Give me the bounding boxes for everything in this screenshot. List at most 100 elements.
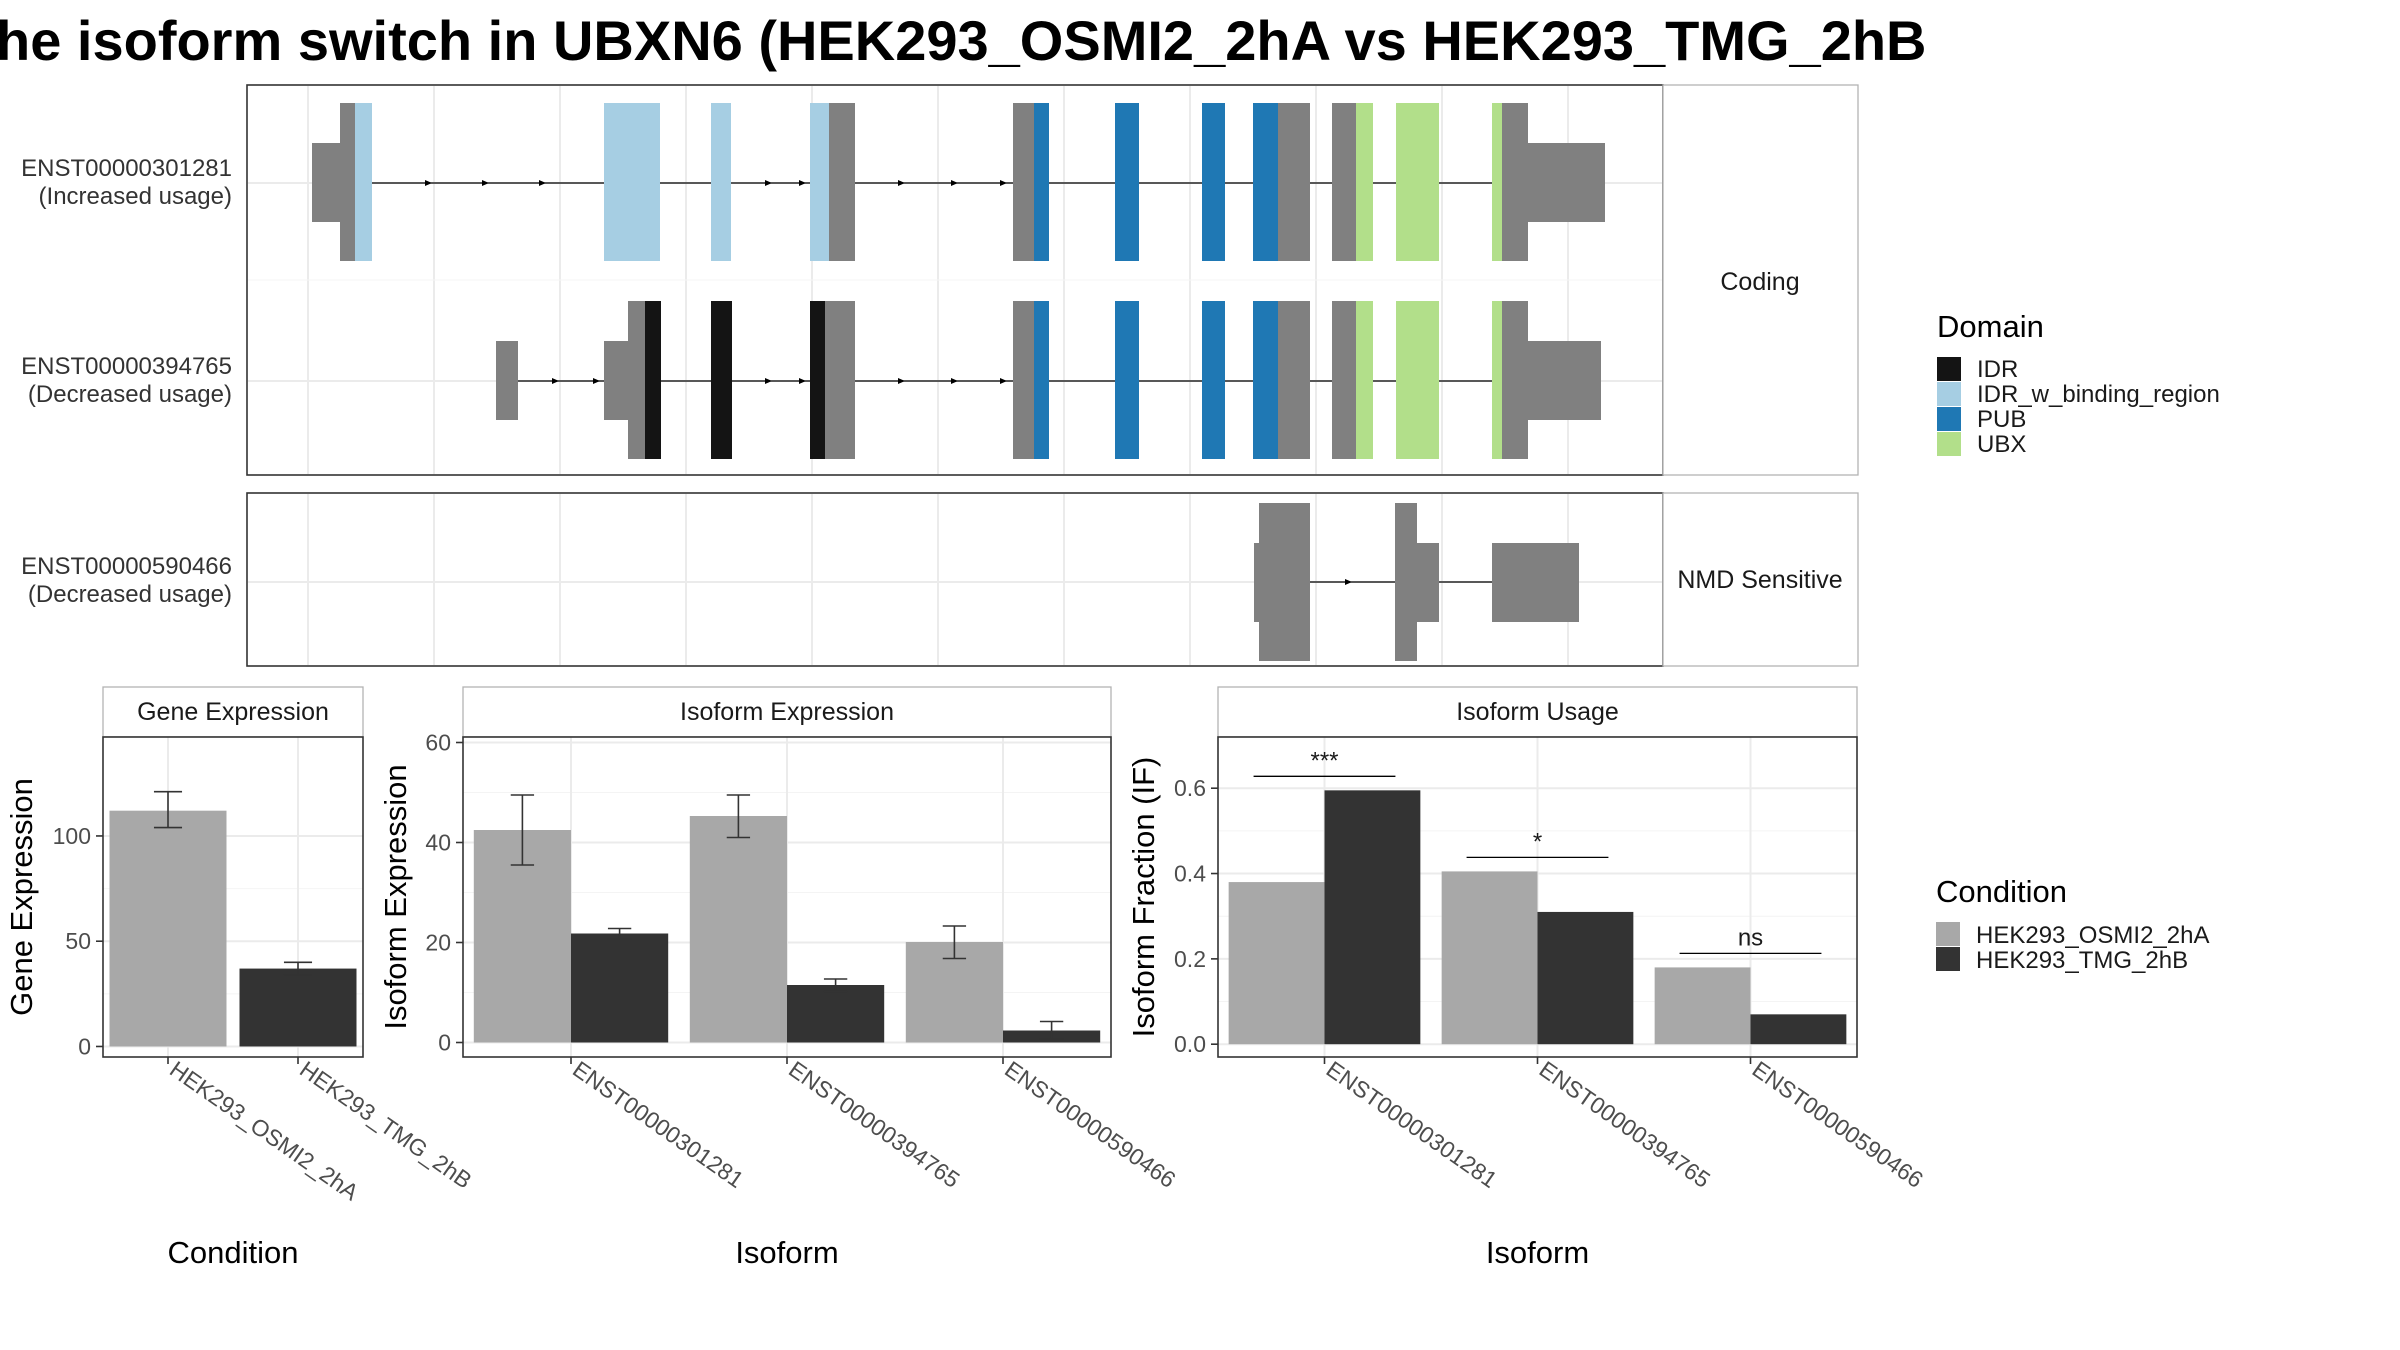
error-bar — [942, 925, 967, 960]
intron-arrow — [1345, 579, 1352, 585]
transcript-1-usage: (Increased usage) — [39, 183, 232, 210]
pub-exon — [1034, 301, 1049, 459]
intron-arrow — [799, 180, 806, 186]
exon — [1013, 301, 1034, 459]
bar — [787, 985, 885, 1043]
pub-exon — [1202, 103, 1225, 261]
legend-label-cond-b: HEK293_TMG_2hB — [1976, 947, 2188, 974]
exon — [1332, 301, 1356, 459]
y-tick-label: 0.2 — [1174, 946, 1206, 972]
exon — [1278, 103, 1310, 261]
intron-arrow — [951, 378, 958, 384]
ubx-exon — [1356, 301, 1373, 459]
intron-arrow — [1000, 180, 1007, 186]
legend-key-cond-a — [1936, 922, 1960, 946]
x-tick-label: ENST00000301281 — [568, 1056, 748, 1193]
error-bar — [283, 961, 313, 976]
y-tick-label: 0 — [78, 1033, 91, 1059]
exon — [628, 301, 645, 459]
intron-arrow — [898, 378, 905, 384]
bar — [1537, 911, 1634, 1045]
transcript-2-structure — [496, 301, 1601, 459]
panel-strip — [462, 686, 1112, 738]
utr-exon — [1528, 143, 1605, 222]
bar — [571, 933, 669, 1043]
chart-panel-2: Isoform Expression 0 20 40 60 ENST00000301281… — [378, 686, 1181, 1270]
intron-arrow — [1000, 378, 1007, 384]
bar — [1750, 1014, 1847, 1045]
y-tick-label: 50 — [65, 928, 91, 954]
x-axis-title: Isoform — [1486, 1235, 1589, 1270]
legend-key-pub — [1937, 407, 1961, 431]
legend-label-pub: PUB — [1977, 406, 2026, 433]
error-bar — [823, 978, 848, 993]
error-bar — [510, 794, 535, 866]
bar — [1324, 790, 1421, 1045]
intron-arrow — [799, 378, 806, 384]
domain-legend: Domain IDR IDR_w_binding_region PUB UBX — [1937, 309, 2220, 458]
bar — [239, 968, 357, 1047]
significance-label: *** — [1310, 747, 1338, 774]
bar — [1654, 967, 1751, 1045]
bar — [689, 816, 787, 1043]
panel-title: Gene Expression — [137, 698, 329, 726]
intron-arrow — [593, 378, 600, 384]
exon — [1278, 301, 1310, 459]
transcript-1-id: ENST00000301281 — [21, 155, 232, 182]
exon — [829, 103, 855, 261]
exon — [1013, 103, 1034, 261]
nmd-strip — [1662, 492, 1859, 667]
idr-exon — [711, 301, 732, 459]
ubx-exon — [1492, 103, 1502, 261]
intron-arrow — [765, 180, 772, 186]
bar — [109, 810, 227, 1047]
nmd-panel — [246, 492, 1664, 667]
x-axis-title: Isoform — [735, 1235, 838, 1270]
y-tick-label: 20 — [425, 930, 451, 956]
pub-exon — [1253, 301, 1278, 459]
bar-charts: Gene Expression050100HEK293_OSMI2_2hAHEK… — [4, 686, 1928, 1270]
significance-label: * — [1533, 828, 1542, 855]
transcript-1-structure — [312, 103, 1605, 261]
idr-binding-exon — [604, 103, 660, 261]
pub-exon — [1115, 301, 1139, 459]
ubx-exon — [1396, 103, 1439, 261]
y-axis-title: Gene Expression — [4, 778, 39, 1016]
legend-label-cond-a: HEK293_OSMI2_2hA — [1976, 922, 2209, 949]
idr-binding-exon — [711, 103, 731, 261]
x-tick-label: ENST00000394765 — [784, 1056, 964, 1193]
exon — [340, 103, 355, 261]
transcript-structure-plot: Coding NMD Sensitive ENST00000301281 (In… — [21, 84, 1859, 667]
condition-legend: Condition HEK293_OSMI2_2hA HEK293_TMG_2h… — [1936, 874, 2209, 974]
nmd-strip-label: NMD Sensitive — [1677, 566, 1842, 594]
y-axis-title: Isoform Expression — [378, 764, 413, 1029]
significance-label: ns — [1738, 924, 1763, 951]
error-bar — [726, 794, 751, 839]
utr-exon — [496, 341, 518, 420]
panel-border — [102, 736, 364, 1058]
chart-panel-3: Isoform Usage****ns0.00.20.40.6ENST00000… — [1126, 686, 1928, 1270]
pub-exon — [1202, 301, 1225, 459]
y-tick-label: 40 — [425, 830, 451, 856]
y-tick-label: 0 — [438, 1030, 451, 1056]
panel-title: Isoform Usage — [1456, 698, 1619, 726]
x-tick-label: ENST00000301281 — [1322, 1056, 1502, 1193]
utr-exon — [1528, 341, 1601, 420]
exon — [825, 301, 855, 459]
legend-key-idr — [1937, 357, 1961, 381]
intron-arrow — [552, 378, 559, 384]
y-axis-title: Isoform Fraction (IF) — [1126, 757, 1161, 1038]
transcript-3-usage: (Decreased usage) — [28, 581, 232, 608]
x-tick-label: ENST00000394765 — [1535, 1056, 1715, 1193]
legend-label-idr-binding: IDR_w_binding_region — [1977, 381, 2220, 408]
y-tick-label: 60 — [425, 730, 451, 756]
domain-legend-title: Domain — [1937, 309, 2044, 344]
intron-arrow — [425, 180, 432, 186]
intron-arrow — [539, 180, 546, 186]
intron-arrow — [898, 180, 905, 186]
x-axis-title: Condition — [168, 1235, 299, 1270]
panel-strip — [102, 686, 364, 738]
intron-arrow — [951, 180, 958, 186]
ubx-exon — [1356, 103, 1373, 261]
